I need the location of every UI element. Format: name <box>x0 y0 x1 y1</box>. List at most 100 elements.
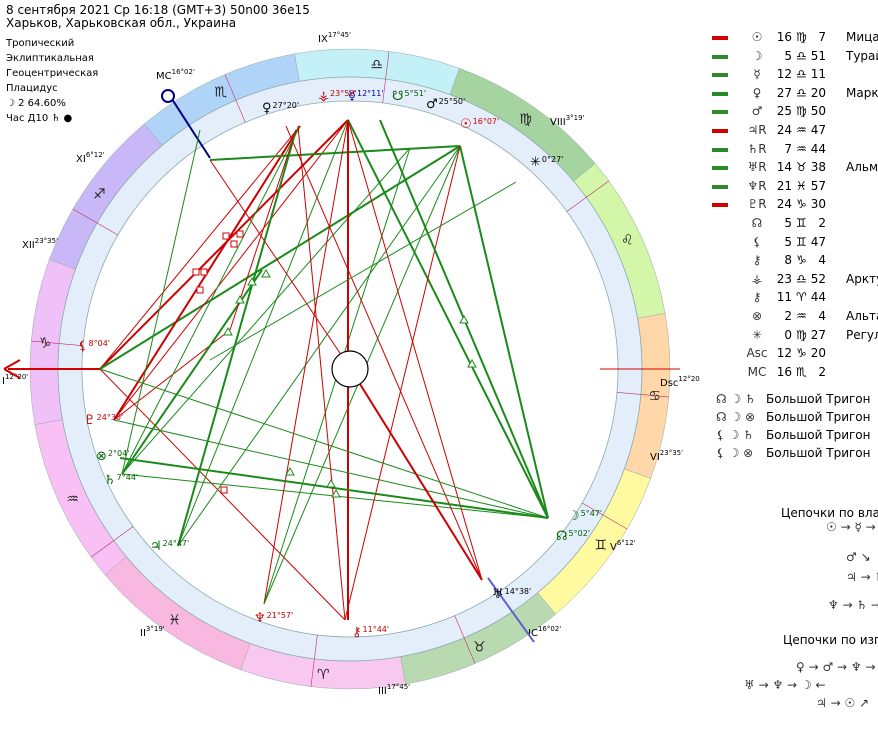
aspect-figure-row[interactable]: ⚸ ☽ ⊗ Большой Тригон <box>716 446 871 464</box>
planet-degree: 21 <box>776 178 792 193</box>
planet-sign: ♎ <box>796 67 807 82</box>
planet-sign: ♉ <box>796 160 807 175</box>
house-cusp-label: III17°45' <box>378 683 410 697</box>
chart-location-header: Харьков, Харьковская обл., Украина <box>6 16 237 30</box>
planet-glyph: ⚷ <box>752 290 762 305</box>
zodiac-sign-glyph: ♎ <box>370 57 383 73</box>
aspect-figure-row[interactable]: ☊ ☽ ♄ Большой Тригон <box>716 392 871 410</box>
aspect-line <box>347 119 549 519</box>
fixed-star: Регул <box>846 327 878 342</box>
house-cusp-label: XII23°35' <box>22 237 58 251</box>
planet-degree: 5 <box>784 234 792 249</box>
planet-sign: ♎ <box>796 48 807 63</box>
planet-glyph: MC <box>747 364 767 379</box>
aspect-line <box>459 145 549 519</box>
planet-sign: ♈ <box>796 290 807 305</box>
house-cusp-line <box>454 615 476 664</box>
aspect-figure-row[interactable]: ☊ ☽ ⊗ Большой Тригон <box>716 410 871 428</box>
planet-degree: 11 <box>776 290 792 305</box>
aspect-line <box>349 367 483 581</box>
planet-degree: 5 <box>784 216 792 230</box>
rulership-chain-row: ♆ → ♄ → <box>828 598 878 612</box>
fixed-star: Альма <box>846 160 878 175</box>
square-marker-icon <box>196 286 204 294</box>
aspect-line <box>229 129 297 331</box>
aspect-glyphs: ☊ ☽ ♄ <box>716 392 756 406</box>
trine-marker-icon <box>459 314 469 324</box>
planet-glyph: ⊗ <box>751 309 763 323</box>
house-cusp-line <box>616 392 669 398</box>
strength-bar <box>712 203 728 208</box>
planet-glyph: ♃R <box>747 123 767 137</box>
planet-sign: ♍ <box>796 104 807 119</box>
house-cusp-line <box>90 526 134 558</box>
aspect-glyphs: ⚸ ☽ ⊗ <box>716 446 754 460</box>
planet-sign: ♑ <box>796 253 807 268</box>
trine-marker-icon <box>235 294 245 304</box>
planet-minutes: 11 <box>810 67 826 82</box>
mc-marker-icon <box>161 89 175 103</box>
natal-chart-wheel[interactable]: ♈♉♊♋♌♍♎♏♐♑♒♓I12°20'II3°19'III17°45'IC16°… <box>0 0 700 737</box>
aspect-line <box>113 119 349 421</box>
strength-bar <box>712 91 728 96</box>
house-cusp-line <box>72 208 119 236</box>
planet-degree: 5 <box>784 48 792 63</box>
aspect-line <box>297 125 346 621</box>
fixed-star: Аркту <box>846 271 878 286</box>
midheaven-axis <box>169 95 211 159</box>
planet-minutes: 47 <box>810 123 826 137</box>
planet-glyph: ⚶ <box>751 271 763 286</box>
house-cusp-line <box>31 340 84 346</box>
house-cusp-line <box>382 51 390 104</box>
moon-phase: ☽ 2 64.60% <box>6 98 66 109</box>
planet-sign: ♍ <box>796 30 807 44</box>
planet-degree: 8 <box>784 253 792 268</box>
trine-marker-icon <box>467 358 477 368</box>
planet-minutes: 47 <box>810 234 826 249</box>
planet-degree: 7 <box>784 141 792 156</box>
planet-glyph: ⚷ <box>752 253 762 268</box>
fixed-star: Турай <box>846 48 878 63</box>
house-cusp-label: IC16°02' <box>528 625 561 639</box>
planet-degree: 23 <box>776 271 792 286</box>
planet-minutes: 57 <box>810 178 826 193</box>
planet-minutes: 44 <box>810 141 826 156</box>
planet-degree: 16 <box>776 30 792 44</box>
trine-marker-icon <box>261 268 271 278</box>
aspect-line <box>209 145 461 161</box>
trine-marker-icon <box>285 466 295 476</box>
aspect-line <box>209 159 351 369</box>
planet-glyph: ⚸ <box>752 234 762 249</box>
planet-minutes: 4 <box>818 309 826 323</box>
square-marker-icon <box>230 240 238 248</box>
planet-degree: 27 <box>776 85 792 100</box>
planet-glyph: ♆R <box>747 178 767 193</box>
aspect-figure-row[interactable]: ⚸ ☽ ♄ Большой Тригон <box>716 428 871 446</box>
chart-date-header: 8 сентября 2021 Ср 16:18 (GMT+3) 50n00 3… <box>6 3 310 17</box>
zodiac-sign-glyph: ♈ <box>317 667 330 683</box>
zodiac-sign-glyph: ♓ <box>168 613 181 629</box>
strength-bar <box>712 54 728 59</box>
house-cusp-line <box>566 180 610 212</box>
house-cusp-label: IX17°45' <box>318 31 351 45</box>
planet-sign: ♑ <box>796 197 807 212</box>
aspect-label: Большой Тригон <box>766 446 871 460</box>
zodiac-type: Тропический <box>6 38 75 49</box>
strength-bar <box>712 36 728 40</box>
planet-glyph: ♂ <box>751 104 763 119</box>
zodiac-sign-glyph: ♑ <box>39 335 52 351</box>
aspect-line <box>121 125 301 475</box>
chains-dispositor-title: Цепочки по изги <box>783 633 878 647</box>
planet-sign: ♒ <box>796 141 807 156</box>
house-cusp-line <box>310 634 318 687</box>
planet-degree: 2 <box>784 309 792 323</box>
planet-minutes: 44 <box>810 290 826 305</box>
planet-glyph: ☉ <box>751 30 763 44</box>
zodiac-sign-glyph: ♍ <box>519 111 532 127</box>
house-cusp-label: II3°19' <box>140 625 165 639</box>
aspect-line <box>99 145 461 370</box>
aspect-line <box>347 119 483 581</box>
zodiac-sign-glyph: ♋ <box>649 389 662 405</box>
planet-degree: 24 <box>776 123 792 137</box>
strength-bar <box>712 147 728 152</box>
